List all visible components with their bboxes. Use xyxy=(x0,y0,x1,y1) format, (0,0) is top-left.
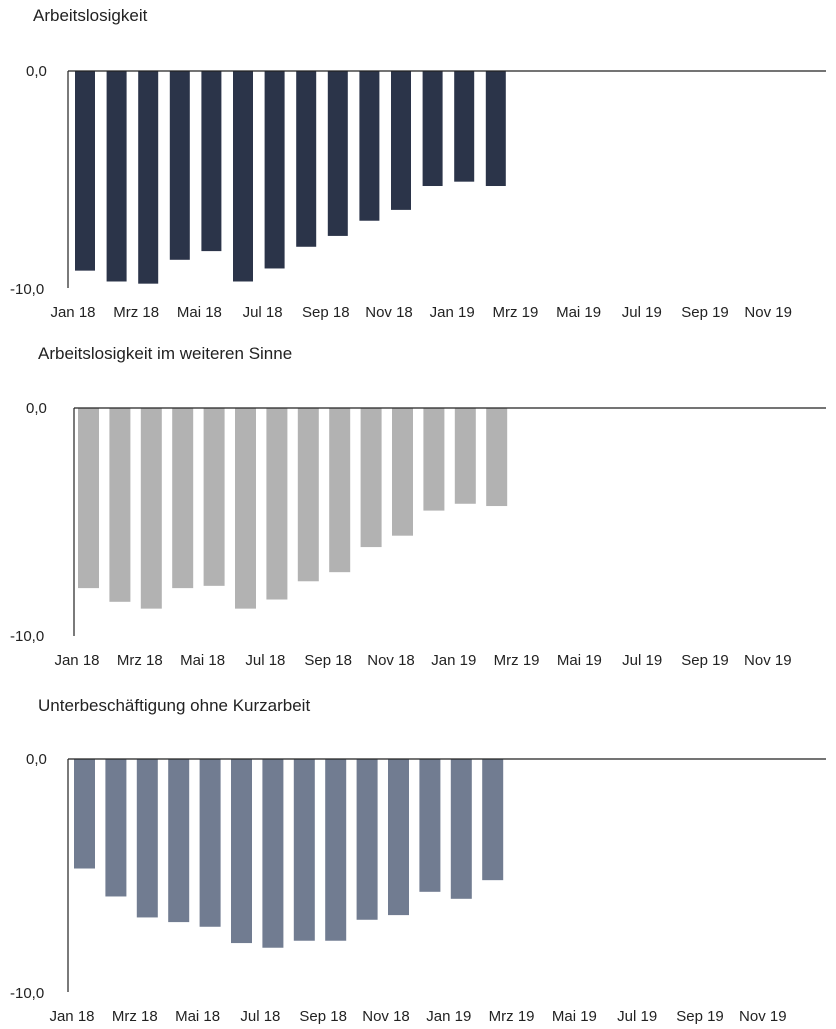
y-tick-label-0: 0,0 xyxy=(26,751,47,768)
x-tick-label: Nov 18 xyxy=(367,652,415,669)
x-tick-label: Mrz 18 xyxy=(117,652,163,669)
bar-mai-18 xyxy=(201,71,222,252)
x-tick-label: Mrz 18 xyxy=(112,1008,158,1025)
bar-jan-19 xyxy=(454,408,476,504)
x-tick-label: Mai 19 xyxy=(552,1008,597,1025)
bar-mai-18 xyxy=(199,759,221,927)
chart-3: 0,0 -10,0 Jan 18 Mrz 18 Mai 18 Jul 18 Sep 18 No… xyxy=(10,751,826,1025)
x-tick-label: Jan 19 xyxy=(431,652,476,669)
x-tick-label: Jul 18 xyxy=(240,1008,280,1025)
bar-sep-18 xyxy=(325,759,347,941)
y-tick-label-minus10: -10,0 xyxy=(10,985,44,1002)
x-tick-label: Sep 18 xyxy=(299,1008,347,1025)
chart-title-2: Arbeitslosigkeit im weiteren Sinne xyxy=(38,344,293,363)
bar-feb-18 xyxy=(109,408,131,602)
bar-jul-18 xyxy=(262,759,284,948)
x-tick-label: Sep 18 xyxy=(304,652,352,669)
bar-mai-18 xyxy=(203,408,225,586)
bar-okt-18 xyxy=(359,71,380,221)
chart-title-3: Unterbeschäftigung ohne Kurzarbeit xyxy=(38,696,311,715)
bar-nov-18 xyxy=(392,408,413,536)
bar-feb-18 xyxy=(105,759,127,897)
x-tick-label: Jan 19 xyxy=(426,1008,471,1025)
x-tick-label: Mai 18 xyxy=(175,1008,220,1025)
bar-apr-18 xyxy=(168,759,190,923)
bar-apr-18 xyxy=(169,71,190,260)
bar-dez-18 xyxy=(419,759,441,892)
bar-mrz-18 xyxy=(138,71,159,284)
x-tick-label: Mrz 18 xyxy=(113,304,159,321)
bar-feb-18 xyxy=(106,71,127,282)
x-tick-label: Jan 19 xyxy=(430,304,475,321)
bar-jun-18 xyxy=(231,759,252,944)
bar-aug-18 xyxy=(293,759,315,941)
x-tick-label: Sep 19 xyxy=(681,304,729,321)
bar-feb-19 xyxy=(485,71,506,187)
chart-1: 0,0 -10,0 Jan 18 Mrz 18 Mai 18 Jul 18 Sep 18 No… xyxy=(10,63,826,321)
x-tick-label: Nov 18 xyxy=(362,1008,410,1025)
bar-jul-18 xyxy=(264,71,285,269)
x-tick-label: Sep 18 xyxy=(302,304,350,321)
bar-mrz-18 xyxy=(136,759,158,918)
bar-okt-18 xyxy=(356,759,378,920)
x-tick-label: Nov 18 xyxy=(365,304,413,321)
bar-nov-18 xyxy=(388,759,409,916)
bar-apr-18 xyxy=(172,408,194,589)
chart-title-1: Arbeitslosigkeit xyxy=(33,6,148,25)
bar-feb-19 xyxy=(482,759,504,881)
x-tick-label: Nov 19 xyxy=(744,652,792,669)
bar-aug-18 xyxy=(296,71,317,247)
bar-jan-18 xyxy=(75,71,95,271)
x-tick-label: Jul 18 xyxy=(245,652,285,669)
x-tick-label: Mrz 19 xyxy=(489,1008,535,1025)
bar-okt-18 xyxy=(360,408,382,548)
x-tick-label: Sep 19 xyxy=(681,652,729,669)
x-tick-label: Mai 19 xyxy=(557,652,602,669)
x-tick-label: Jan 18 xyxy=(49,1008,94,1025)
x-tick-label: Mai 19 xyxy=(556,304,601,321)
bar-mrz-18 xyxy=(140,408,162,609)
y-tick-label-0: 0,0 xyxy=(26,400,47,417)
x-tick-label: Nov 19 xyxy=(744,304,792,321)
bar-feb-19 xyxy=(486,408,508,507)
bar-sep-18 xyxy=(329,408,351,573)
x-tick-label: Mai 18 xyxy=(180,652,225,669)
x-tick-label: Jan 18 xyxy=(54,652,99,669)
bar-sep-18 xyxy=(327,71,348,236)
x-tick-label: Mrz 19 xyxy=(492,304,538,321)
bar-dez-18 xyxy=(423,408,445,511)
bar-nov-18 xyxy=(391,71,411,210)
bar-jan-19 xyxy=(450,759,472,899)
bar-jul-18 xyxy=(266,408,288,600)
x-tick-label: Jul 19 xyxy=(622,652,662,669)
bar-jun-18 xyxy=(233,71,253,282)
bar-jun-18 xyxy=(235,408,256,609)
x-tick-label: Jul 18 xyxy=(243,304,283,321)
x-tick-label: Jul 19 xyxy=(617,1008,657,1025)
x-tick-label: Mai 18 xyxy=(177,304,222,321)
x-tick-label: Jul 19 xyxy=(622,304,662,321)
y-tick-label-minus10: -10,0 xyxy=(10,281,44,298)
bar-aug-18 xyxy=(297,408,319,582)
x-tick-label: Jan 18 xyxy=(50,304,95,321)
x-tick-label: Sep 19 xyxy=(676,1008,724,1025)
x-tick-label: Nov 19 xyxy=(739,1008,787,1025)
y-tick-label-0: 0,0 xyxy=(26,63,47,80)
y-tick-label-minus10: -10,0 xyxy=(10,628,44,645)
x-tick-label: Mrz 19 xyxy=(494,652,540,669)
bar-jan-18 xyxy=(74,759,95,869)
bar-dez-18 xyxy=(422,71,443,187)
bar-jan-19 xyxy=(454,71,475,182)
bar-jan-18 xyxy=(78,408,99,589)
chart-2: 0,0 -10,0 Jan 18 Mrz 18 Mai 18 Jul 18 Sep 18 No… xyxy=(10,400,826,669)
